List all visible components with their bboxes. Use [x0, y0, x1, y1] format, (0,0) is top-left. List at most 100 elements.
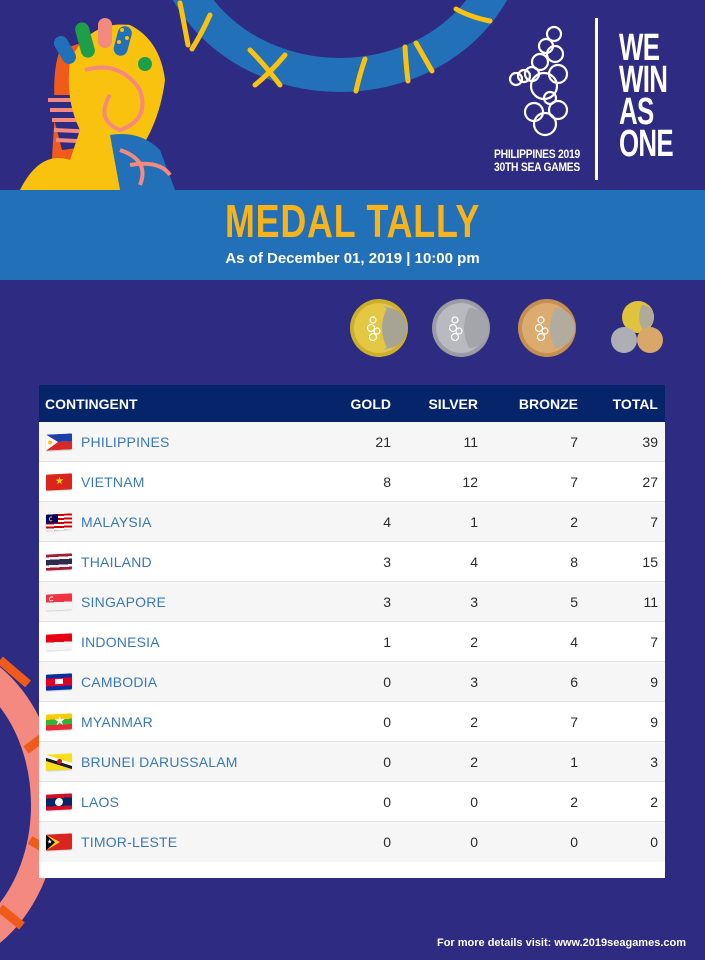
gold-count: 0: [383, 713, 391, 730]
total-count: 7: [650, 513, 658, 530]
country-name[interactable]: CAMBODIA: [81, 673, 158, 690]
gold-count: 3: [383, 593, 391, 610]
table-row: ★ TIMOR-LESTE 0 0 0 0: [39, 822, 665, 862]
myanmar-flag-icon: ★: [46, 712, 72, 731]
table-row: INDONESIA 1 2 4 7: [39, 622, 665, 662]
country-name[interactable]: MALAYSIA: [81, 513, 152, 530]
total-count: 2: [650, 793, 658, 810]
silver-count: 3: [470, 673, 478, 690]
country-name[interactable]: INDONESIA: [81, 633, 160, 650]
country-name[interactable]: LAOS: [81, 793, 120, 810]
title-band: [0, 190, 705, 280]
bronze-count: 5: [570, 593, 578, 610]
silver-count: 2: [470, 713, 478, 730]
total-count: 27: [642, 473, 658, 490]
bronze-count: 6: [570, 673, 578, 690]
indonesia-flag-icon: [46, 632, 72, 651]
medal-table: CONTINGENT GOLD SILVER BRONZE TOTAL PHIL…: [39, 385, 665, 878]
table-row: ★ MYANMAR 0 2 7 9: [39, 702, 665, 742]
silver-count: 4: [470, 553, 478, 570]
silver-count: 0: [470, 793, 478, 810]
as-of-timestamp: As of December 01, 2019 | 10:00 pm: [225, 250, 480, 267]
timor-leste-flag-icon: ★: [46, 833, 72, 851]
country-name[interactable]: TIMOR-LESTE: [81, 834, 178, 850]
laos-flag-icon: [46, 792, 72, 811]
bronze-count: 8: [570, 553, 578, 570]
bronze-count: 0: [570, 834, 578, 850]
total-count: 0: [650, 834, 658, 850]
table-body: PHILIPPINES 21 11 7 39 ★ VIETNAM 8 12 7 …: [39, 422, 665, 862]
malaysia-flag-icon: [46, 512, 72, 531]
total-count: 9: [650, 673, 658, 690]
silver-count: 3: [470, 593, 478, 610]
total-count: 7: [650, 633, 658, 650]
thailand-flag-icon: [46, 552, 72, 571]
clasped-hands-illustration: [20, 18, 175, 190]
country-name[interactable]: BRUNEI DARUSSALAM: [81, 753, 238, 770]
table-row: LAOS 0 0 2 2: [39, 782, 665, 822]
country-name[interactable]: MYANMAR: [81, 713, 153, 730]
gold-count: 1: [383, 633, 391, 650]
column-header-bronze: BRONZE: [518, 395, 578, 412]
table-row: PHILIPPINES 21 11 7 39: [39, 422, 665, 462]
column-header-gold: GOLD: [350, 395, 391, 412]
gold-count: 0: [383, 753, 391, 770]
logo-caption: PHILIPPINES 2019 30TH SEA GAMES: [494, 147, 581, 174]
country-name[interactable]: SINGAPORE: [81, 593, 167, 610]
total-count: 11: [643, 593, 658, 610]
bronze-count: 7: [570, 473, 578, 490]
country-name[interactable]: VIETNAM: [81, 473, 145, 490]
all-medals-icon: [611, 301, 663, 353]
table-row: MALAYSIA 4 1 2 7: [39, 502, 665, 542]
silver-count: 0: [470, 834, 478, 850]
silver-count: 11: [463, 433, 478, 450]
gold-count: 4: [383, 513, 391, 530]
gold-count: 8: [383, 473, 391, 490]
footer-website-note: For more details visit: www.2019seagames…: [436, 937, 686, 949]
bronze-count: 7: [570, 433, 578, 450]
gold-count: 21: [375, 433, 391, 450]
silver-count: 2: [470, 633, 478, 650]
silver-medal-icon: [432, 299, 490, 357]
sea-games-logo: PHILIPPINES 2019 30TH SEA GAMES WE WIN A…: [494, 18, 694, 183]
singapore-flag-icon: [46, 592, 72, 611]
silver-count: 1: [470, 513, 478, 530]
column-header-total: TOTAL: [612, 395, 658, 412]
page-title: MEDAL TALLY: [224, 195, 481, 247]
total-count: 9: [650, 713, 658, 730]
silver-count: 12: [462, 473, 478, 490]
gold-count: 0: [383, 793, 391, 810]
table-row: SINGAPORE 3 3 5 11: [39, 582, 665, 622]
gold-medal-icon: [350, 299, 408, 357]
bronze-medal-icon: [518, 299, 576, 357]
total-count: 3: [650, 753, 658, 770]
philippines-flag-icon: [46, 432, 72, 451]
logo-divider: [595, 18, 598, 180]
vietnam-flag-icon: ★: [46, 472, 72, 491]
bronze-count: 4: [570, 633, 578, 650]
slogan: WE WIN AS ONE: [619, 27, 674, 165]
table-row: CAMBODIA 0 3 6 9: [39, 662, 665, 702]
silver-count: 2: [470, 753, 478, 770]
country-name[interactable]: THAILAND: [81, 553, 152, 570]
table-header: CONTINGENT GOLD SILVER BRONZE TOTAL: [39, 385, 665, 422]
bronze-count: 7: [570, 713, 578, 730]
column-header-contingent: CONTINGENT: [45, 395, 138, 412]
brunei-flag-icon: [46, 752, 72, 771]
decorative-ring-icon: [172, 0, 508, 94]
table-row: ★ VIETNAM 8 12 7 27: [39, 462, 665, 502]
total-count: 39: [642, 433, 658, 450]
column-header-silver: SILVER: [428, 395, 478, 412]
bronze-count: 2: [570, 513, 578, 530]
bronze-count: 2: [570, 793, 578, 810]
total-count: 15: [642, 553, 658, 570]
table-row: THAILAND 3 4 8 15: [39, 542, 665, 582]
table-row: BRUNEI DARUSSALAM 0 2 1 3: [39, 742, 665, 782]
cambodia-flag-icon: [46, 672, 72, 691]
gold-count: 3: [383, 553, 391, 570]
gold-count: 0: [383, 834, 391, 850]
country-name[interactable]: PHILIPPINES: [81, 433, 170, 450]
bronze-count: 1: [570, 753, 578, 770]
sea-games-rings-icon: [508, 25, 569, 137]
